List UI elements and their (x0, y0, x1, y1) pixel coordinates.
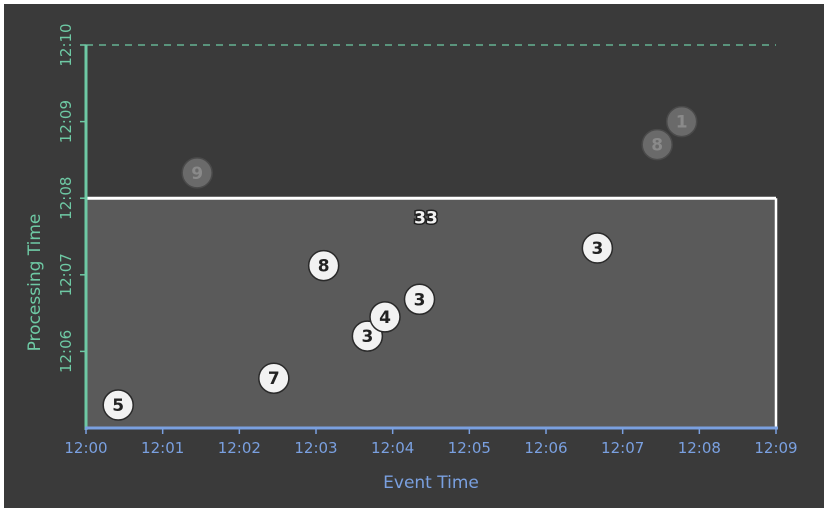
x-tick-label: 12:07 (601, 439, 644, 457)
x-tick-label: 12:02 (218, 439, 261, 457)
data-point-circle (641, 128, 673, 161)
data-point-circle (181, 157, 213, 189)
data-point-label: 7 (268, 369, 280, 389)
late-data-point: 8 (641, 128, 673, 161)
x-tick-label: 12:01 (141, 439, 184, 457)
x-tick-label: 12:03 (294, 439, 337, 457)
data-point-circle (307, 249, 340, 282)
data-point: 5 (102, 389, 134, 421)
x-tick-label: 12:06 (524, 439, 567, 457)
y-axis-title: Processing Time (25, 214, 45, 352)
x-tick-label: 12:08 (678, 439, 721, 457)
data-point-label: 5 (112, 396, 124, 416)
late-data-point: 1 (665, 105, 698, 138)
x-tick-label: 12:05 (448, 439, 491, 457)
y-tick-label: 12:07 (57, 253, 75, 296)
data-point: 4 (369, 301, 401, 333)
data-point-label: 8 (651, 136, 663, 156)
data-point-circle (665, 105, 698, 138)
window-sum-label: 33 (414, 208, 438, 228)
window-area (86, 198, 776, 428)
y-tick-label: 12:10 (57, 23, 75, 66)
data-point-label: 1 (676, 113, 688, 133)
x-tick-label: 12:00 (64, 439, 107, 457)
data-point-label: 4 (379, 308, 391, 328)
data-point: 7 (258, 362, 290, 394)
y-tick-label: 12:06 (57, 330, 75, 373)
data-point-label: 9 (191, 164, 203, 184)
x-tick-label: 12:09 (754, 439, 797, 457)
data-point-label: 3 (414, 290, 426, 310)
data-point-circle (102, 389, 134, 421)
y-tick-label: 12:09 (57, 100, 75, 143)
data-point-label: 8 (318, 257, 330, 277)
y-tick-label: 12:08 (57, 177, 75, 220)
data-point: 8 (307, 249, 340, 282)
data-point-circle (369, 301, 401, 333)
data-point: 3 (581, 232, 614, 264)
data-point-label: 3 (361, 327, 373, 347)
data-point-circle (581, 232, 614, 264)
data-point-label: 3 (591, 239, 603, 259)
x-tick-label: 12:04 (371, 439, 414, 457)
data-point-circle (258, 362, 290, 394)
x-axis-title: Event Time (383, 473, 479, 493)
data-point-circle (403, 283, 436, 316)
late-data-point: 9 (181, 157, 213, 189)
data-point: 3 (403, 283, 436, 316)
